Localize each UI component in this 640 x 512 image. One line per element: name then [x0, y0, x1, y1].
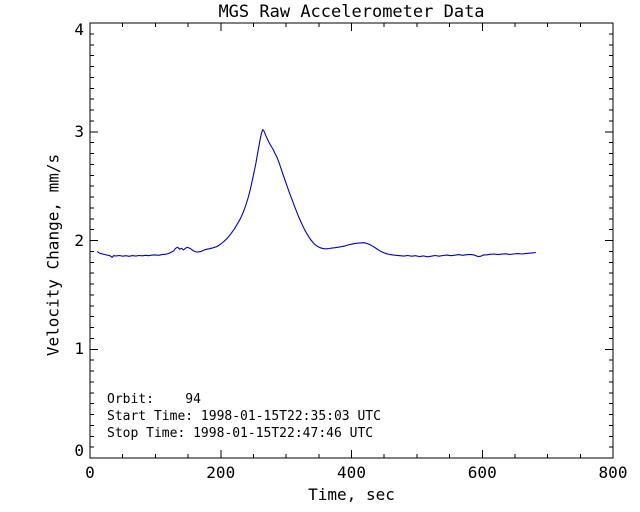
chart-title: MGS Raw Accelerometer Data [218, 2, 485, 22]
annotation-stop-time: Stop Time: 1998-01-15T22:47:46 UTC [107, 426, 374, 441]
x-tick-label: 200 [206, 463, 236, 482]
y-axis-label: Velocity Change, mm/s [43, 153, 63, 357]
annotation-orbit: Orbit: 94 [107, 392, 201, 407]
y-tick-label: 0 [74, 441, 84, 460]
x-tick-label: 400 [337, 463, 366, 482]
x-axis-label: Time, sec [308, 485, 395, 504]
data-line [96, 129, 536, 258]
y-tick-label: 1 [74, 339, 84, 359]
x-tick-label: 800 [598, 463, 628, 482]
x-tick-label: 0 [85, 463, 95, 482]
annotation-start-time: Start Time: 1998-01-15T22:35:03 UTC [107, 409, 381, 424]
y-tick-label: 2 [74, 230, 84, 250]
y-tick-label: 3 [74, 121, 84, 141]
y-tick-label: 4 [74, 20, 84, 39]
x-tick-label: 600 [467, 463, 497, 482]
